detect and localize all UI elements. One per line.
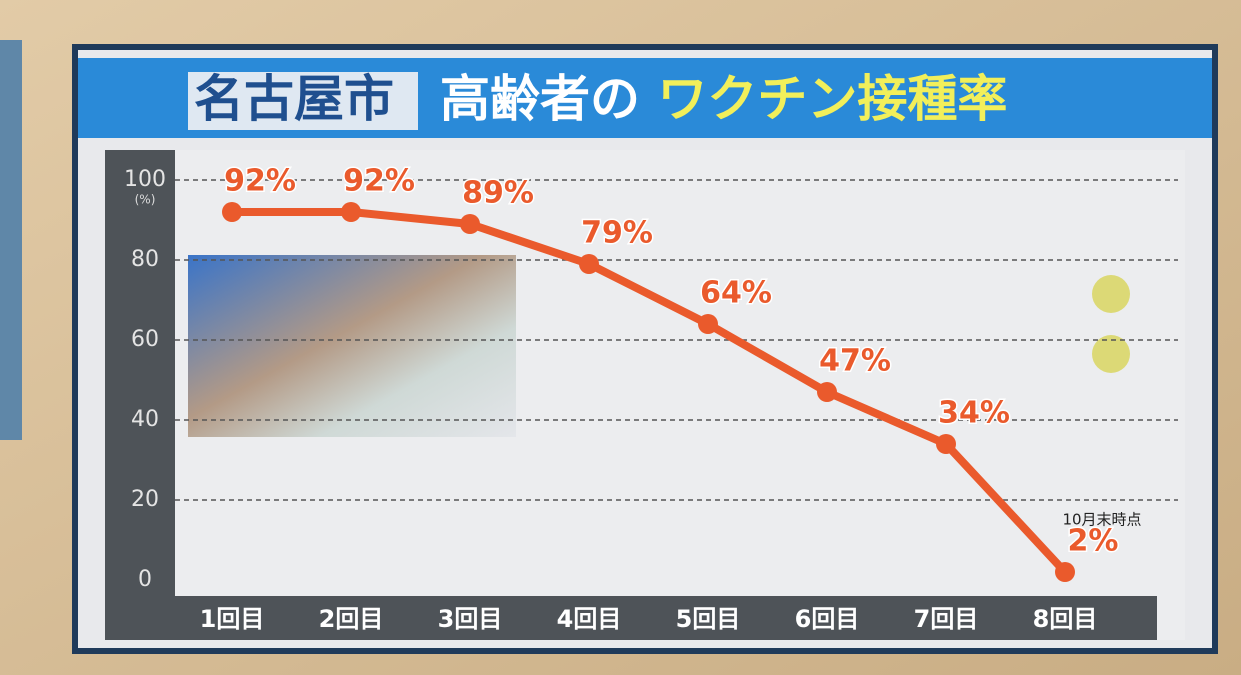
- x-tick-label: 8回目: [1033, 605, 1098, 633]
- data-label: 64%: [700, 276, 772, 311]
- inset-photo: [188, 255, 516, 437]
- data-label: 2%: [1068, 524, 1119, 559]
- point: [579, 254, 599, 274]
- point: [936, 434, 956, 454]
- decoration: [1092, 275, 1130, 313]
- title-part: 高齢者の: [440, 70, 640, 128]
- x-tick-label: 5回目: [676, 605, 741, 633]
- y-tick-label: 40: [131, 407, 159, 432]
- point: [460, 214, 480, 234]
- y-tick-label: 0: [138, 567, 152, 592]
- data-label: 79%: [581, 216, 653, 251]
- y-tick-label: 80: [131, 247, 159, 272]
- x-tick-label: 2回目: [319, 605, 384, 633]
- y-tick-label: 60: [131, 327, 159, 352]
- x-tick-label: 4回目: [557, 605, 622, 633]
- title-part: 名古屋市: [194, 70, 394, 128]
- unit-label: (%): [135, 193, 156, 207]
- point: [222, 202, 242, 222]
- page: {"chart_data": {"type": "line", "title_p…: [0, 0, 1241, 675]
- data-label: 34%: [938, 396, 1010, 431]
- x-tick-label: 1回目: [200, 605, 265, 633]
- frame-edge: [0, 40, 22, 440]
- chart: 名古屋市 高齢者の ワクチン接種率 (%) 10月末時点 02040608010…: [0, 0, 1241, 675]
- x-tick-label: 7回目: [914, 605, 979, 633]
- point: [1055, 562, 1075, 582]
- y-tick-label: 20: [131, 487, 159, 512]
- point: [698, 314, 718, 334]
- point: [817, 382, 837, 402]
- y-tick-label: 100: [124, 167, 166, 192]
- point: [341, 202, 361, 222]
- x-tick-label: 6回目: [795, 605, 860, 633]
- x-tick-label: 3回目: [438, 605, 503, 633]
- data-label: 89%: [462, 176, 534, 211]
- data-label: 47%: [819, 344, 891, 379]
- title-part: ワクチン接種率: [657, 70, 1007, 128]
- data-label: 92%: [343, 164, 415, 199]
- data-label: 92%: [224, 164, 296, 199]
- chart-title: 名古屋市 高齢者の ワクチン接種率: [194, 70, 1007, 128]
